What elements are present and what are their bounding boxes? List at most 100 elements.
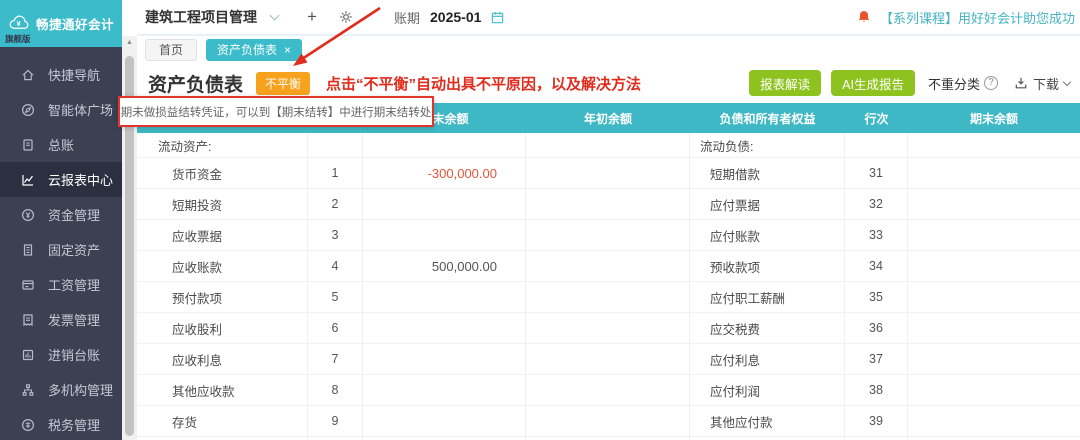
asset-ending-cell [363,282,526,313]
unbalanced-badge[interactable]: 不平衡 [256,71,311,95]
liability-name-cell: 预收款项 [690,251,845,282]
asset-line-cell: 5 [308,282,363,313]
bell-icon[interactable] [856,9,872,25]
liability-ending-cell [908,133,1080,158]
asset-ending-cell [363,189,526,220]
asset-line-cell [308,133,363,158]
sidebar-item-payroll[interactable]: 工资管理 [0,267,122,302]
sidebar-item-funds[interactable]: 资金管理 [0,197,122,232]
liability-name-cell: 应交税费 [690,313,845,344]
sidebar-item-invoices[interactable]: 发票管理 [0,302,122,337]
balance-sheet-table: 流动资产: 流动负债: 货币资金 1 -300,000.00 短期借款 31 短期投资 2 应付票… [137,133,1080,440]
sidebar-item-tax[interactable]: 税务管理 [0,407,122,440]
liability-line-cell: 32 [845,189,908,220]
liability-line-cell: 33 [845,220,908,251]
asset-line-cell: 3 [308,220,363,251]
asset-ending-cell [363,313,526,344]
liability-name-cell: 应付账款 [690,220,845,251]
building-icon [20,242,36,258]
partial-row-cell [308,437,363,440]
asset-ending-cell [363,344,526,375]
sidebar-item-multi-org[interactable]: 多机构管理 [0,372,122,407]
period-value[interactable]: 2025-01 [430,9,482,25]
liability-line-cell [845,133,908,158]
no-reclass-toggle[interactable]: 不重分类 [928,74,998,93]
gear-icon[interactable] [338,9,354,25]
sidebar-item-label: 快捷导航 [48,68,101,83]
report-interpret-button[interactable]: 报表解读 [749,70,822,96]
liability-name-cell: 短期借款 [690,158,845,189]
chevron-down-icon [1062,77,1072,86]
sidebar-item-label: 资金管理 [48,208,101,223]
main-area: 建筑工程项目管理 账期 2025-01 【系列课程】用好好会计助您成功 首页 资… [137,0,1080,440]
beginning-cell [526,313,690,344]
sidebar-item-label: 多机构管理 [48,383,114,398]
notice-link[interactable]: 【系列课程】用好好会计助您成功 [880,10,1076,26]
tab-bar: 首页 资产负债表 [137,36,1080,63]
annotation-text: 点击“不平衡”自动出具不平原因，以及解决方法 [326,75,642,93]
asset-line-cell: 7 [308,344,363,375]
app-name: 畅捷通好会计 [36,18,115,32]
asset-line-cell: 4 [308,251,363,282]
asset-name-cell: 其他应收款 [137,375,308,406]
title-row: 资产负债表 不平衡 点击“不平衡”自动出具不平原因，以及解决方法 报表解读 AI… [137,63,1080,103]
ledger-icon [20,137,36,153]
asset-name-cell: 短期投资 [137,189,308,220]
sidebar: ¥ 畅捷通好会计 旗舰版 快捷导航智能体广场 总账 云报表中心资金管理固定资产 工资管… [0,0,122,440]
beginning-cell [526,344,690,375]
asset-name-cell: 货币资金 [137,158,308,189]
tab-home-label: 首页 [159,43,184,57]
sidebar-item-quick-nav[interactable]: 快捷导航 [0,57,122,92]
scrollbar-thumb[interactable] [125,56,134,436]
asset-name-cell: 预付款项 [137,282,308,313]
liability-name-cell: 应付职工薪酬 [690,282,845,313]
partial-row-cell [137,437,308,440]
add-account-set-button[interactable] [304,7,320,27]
period-label: 账期 [394,10,421,26]
asset-ending-cell [363,133,526,158]
download-label: 下载 [1032,76,1059,92]
sidebar-item-cloud-reports[interactable]: 云报表中心 [0,162,122,197]
liability-name-cell: 应付利润 [690,375,845,406]
tax-icon [20,417,36,433]
sidebar-item-agent-plaza[interactable]: 智能体广场 [0,92,122,127]
ai-report-button[interactable]: AI生成报告 [831,70,915,96]
sidebar-item-general-ledger[interactable]: 总账 [0,127,122,162]
help-icon[interactable] [983,76,998,90]
asset-ending-cell [363,406,526,437]
sidebar-item-label: 进销台账 [48,348,101,363]
liability-name-cell: 其他应付款 [690,406,845,437]
download-button[interactable]: 下载 [1014,74,1072,93]
beginning-cell [526,406,690,437]
edition-badge: 旗舰版 [5,34,31,44]
sidebar-item-fixed-assets[interactable]: 固定资产 [0,232,122,267]
page-title: 资产负债表 [148,74,244,96]
liability-line-cell: 37 [845,344,908,375]
asset-ending-cell[interactable]: 500,000.00 [363,251,526,282]
partial-row-cell [845,437,908,440]
asset-ending-cell [363,375,526,406]
liability-line-cell: 34 [845,251,908,282]
asset-ending-cell[interactable]: -300,000.00 [363,158,526,189]
chevron-down-icon[interactable] [269,10,280,20]
tab-balance-sheet[interactable]: 资产负债表 [206,38,303,61]
sidebar-scrollbar[interactable] [122,36,137,440]
sidebar-item-trade-ledger[interactable]: 进销台账 [0,337,122,372]
liability-name-cell: 应付票据 [690,189,845,220]
warning-tooltip: 当期未做损益结转凭证，可以到【期末结转】中进行期末结转处理 [118,96,434,127]
company-selector[interactable]: 建筑工程项目管理 [145,9,257,25]
beginning-cell [526,251,690,282]
calendar-icon[interactable] [490,10,505,25]
header-liability-line: 行次 [864,111,889,126]
partial-row-cell [526,437,690,440]
asset-ending-cell [363,220,526,251]
beginning-cell [526,282,690,313]
money-icon [20,207,36,223]
invoice-icon [20,312,36,328]
app-logo[interactable]: ¥ 畅捷通好会计 旗舰版 [0,0,122,47]
org-icon [20,382,36,398]
tab-home[interactable]: 首页 [145,38,198,61]
beginning-cell [526,133,690,158]
close-icon[interactable] [284,43,291,57]
scrollbar-up-icon[interactable] [122,36,137,50]
